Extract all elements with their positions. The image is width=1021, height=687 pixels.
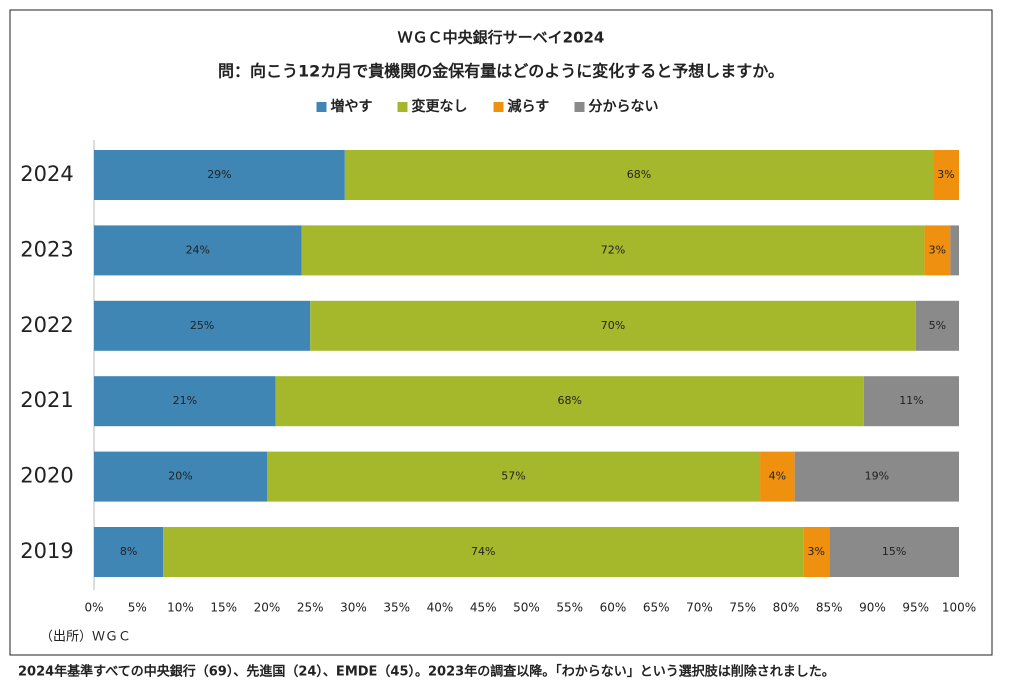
bar-segment xyxy=(915,300,959,351)
data-label: 8% xyxy=(120,545,137,558)
x-tick-label: 55% xyxy=(556,601,583,615)
data-label: 11% xyxy=(899,394,923,407)
data-label: 21% xyxy=(173,394,197,407)
y-tick-label: 2019 xyxy=(20,539,73,563)
data-label: 3% xyxy=(808,545,825,558)
x-tick-label: 30% xyxy=(340,601,367,615)
source: （出所）ＷＧＣ xyxy=(40,630,131,645)
bar-segment xyxy=(344,150,934,200)
legend-label: 増やす xyxy=(331,98,373,115)
bar-segment xyxy=(94,451,267,502)
bar-segment xyxy=(933,150,959,200)
chart-subtitle: 問：向こう12カ月で貴機関の金保有量はどのように変化すると予想しますか。 xyxy=(218,62,784,81)
x-tick-label: 0% xyxy=(84,601,103,615)
x-tick-label: 45% xyxy=(470,601,497,615)
x-tick-label: 35% xyxy=(383,601,410,615)
data-label: 57% xyxy=(501,470,525,483)
data-label: 72% xyxy=(601,243,625,256)
legend-swatch xyxy=(574,102,585,112)
x-tick-label: 70% xyxy=(686,601,713,615)
legend-label: 減らす xyxy=(508,98,550,115)
x-tick-label: 15% xyxy=(210,601,237,615)
data-label: 5% xyxy=(929,319,946,332)
data-label: 24% xyxy=(186,243,210,256)
legend-swatch xyxy=(493,102,504,112)
bar-segment xyxy=(310,300,916,351)
x-tick-label: 60% xyxy=(600,601,627,615)
data-label: 19% xyxy=(865,470,889,483)
legend-label: 分からない xyxy=(589,99,659,115)
x-tick-label: 90% xyxy=(859,601,886,615)
bar-segment xyxy=(275,376,864,427)
data-label: 29% xyxy=(207,168,231,181)
bar-segment xyxy=(163,527,804,577)
bar-segment xyxy=(863,376,959,427)
bar-segment xyxy=(94,376,276,427)
bar-segment xyxy=(94,150,345,200)
bar-segment xyxy=(924,225,951,276)
bar-segment xyxy=(760,451,795,502)
legend-swatch xyxy=(397,102,408,112)
data-label: 4% xyxy=(769,470,786,483)
y-tick-label: 2023 xyxy=(20,237,73,261)
bar-segment xyxy=(794,451,959,502)
y-tick-label: 2022 xyxy=(20,313,73,337)
data-label: 74% xyxy=(471,545,495,558)
y-tick-label: 2020 xyxy=(20,464,73,488)
x-tick-label: 50% xyxy=(513,601,540,615)
x-tick-label: 95% xyxy=(902,601,929,615)
x-tick-label: 85% xyxy=(816,601,843,615)
y-tick-label: 2024 xyxy=(20,162,73,186)
data-label: 25% xyxy=(190,319,214,332)
legend-swatch xyxy=(316,102,327,112)
x-tick-label: 20% xyxy=(254,601,281,615)
chart-title: ＷＧＣ中央銀行サーベイ2024 xyxy=(398,29,605,47)
bar-segment xyxy=(94,527,164,577)
bar-segment xyxy=(803,527,830,577)
data-label: 20% xyxy=(168,470,192,483)
data-label: 68% xyxy=(558,394,582,407)
data-label: 3% xyxy=(929,243,946,256)
data-label: 70% xyxy=(601,319,625,332)
x-tick-label: 5% xyxy=(128,601,147,615)
x-tick-label: 10% xyxy=(167,601,194,615)
x-tick-label: 100% xyxy=(942,601,976,615)
bar-segment xyxy=(301,225,925,276)
bar-segment xyxy=(94,225,302,276)
bar-segment xyxy=(94,300,311,351)
x-tick-label: 40% xyxy=(427,601,454,615)
data-label: 3% xyxy=(937,168,954,181)
x-tick-label: 75% xyxy=(729,601,756,615)
bar-segment xyxy=(829,527,959,577)
bar-segment xyxy=(267,451,761,502)
bar-segment xyxy=(950,225,959,276)
data-label: 68% xyxy=(627,168,651,181)
x-tick-label: 65% xyxy=(643,601,670,615)
footnote: 2024年基準すべての中央銀行（69）、先進国（24）、EMDE（45）。202… xyxy=(18,664,835,680)
y-tick-label: 2021 xyxy=(20,388,73,412)
legend-label: 変更なし xyxy=(412,98,468,115)
x-tick-label: 80% xyxy=(773,601,800,615)
data-label: 15% xyxy=(882,545,906,558)
x-tick-label: 25% xyxy=(297,601,324,615)
